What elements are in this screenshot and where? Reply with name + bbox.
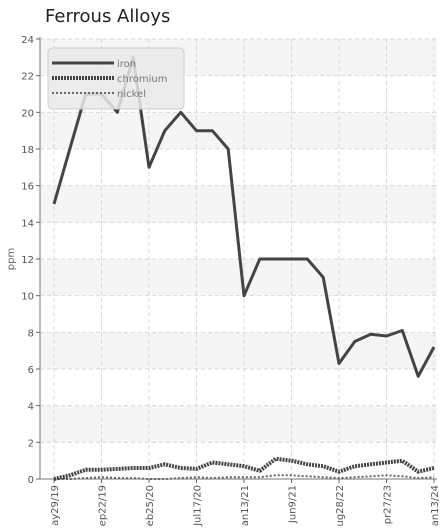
legend-label-nickel: nickel bbox=[117, 89, 146, 100]
x-tick-label: ug28/22 bbox=[335, 485, 346, 527]
y-axis-label: ppm bbox=[6, 248, 17, 270]
series-line-iron bbox=[52, 55, 436, 378]
y-tick-label: 12 bbox=[21, 255, 34, 266]
legend-label-chromium: chromium bbox=[117, 74, 167, 85]
x-tick-label: Jul17/20 bbox=[193, 485, 204, 527]
x-tick-label: ep22/19 bbox=[98, 485, 109, 526]
legend-label-iron: iron bbox=[117, 59, 136, 70]
y-tick-label: 14 bbox=[21, 218, 34, 229]
y-tick-label: 24 bbox=[21, 35, 34, 46]
legend: iron chromium nickel bbox=[47, 47, 185, 110]
x-tick-label: Jun9/21 bbox=[288, 485, 299, 524]
y-tick-label: 0 bbox=[28, 475, 34, 486]
x-tick-label: eb25/20 bbox=[145, 485, 156, 526]
y-tick-label: 4 bbox=[28, 402, 34, 413]
plot-band bbox=[40, 185, 437, 223]
y-tick-label: 10 bbox=[21, 292, 34, 303]
plot-band bbox=[40, 405, 437, 443]
y-tick-label: 16 bbox=[21, 182, 34, 193]
y-tick-label: 20 bbox=[21, 108, 34, 119]
y-tick-label: 2 bbox=[28, 438, 34, 449]
grid-lines bbox=[40, 38, 437, 480]
x-axis-ticks: ay29/19 ep22/19 eb25/20 Jul17/20 an13/21 Jun9… bbox=[50, 479, 441, 527]
y-tick-label: 8 bbox=[28, 328, 34, 339]
series-lines bbox=[52, 55, 436, 481]
x-tick-label: pr27/23 bbox=[383, 485, 394, 524]
chart-title: Ferrous Alloys bbox=[45, 6, 171, 27]
series-line-chromium bbox=[53, 456, 435, 481]
plot-band bbox=[40, 259, 437, 296]
x-tick-label: ay29/19 bbox=[50, 485, 61, 526]
y-tick-label: 18 bbox=[21, 145, 34, 156]
y-tick-label: 6 bbox=[28, 365, 34, 376]
y-tick-label: 22 bbox=[21, 72, 34, 83]
x-tick-label: an13/21 bbox=[240, 485, 251, 526]
plot-band bbox=[40, 112, 437, 149]
plot-band bbox=[40, 332, 437, 369]
x-tick-label: an13/24 bbox=[430, 485, 441, 526]
series-line-nickel bbox=[54, 474, 435, 480]
